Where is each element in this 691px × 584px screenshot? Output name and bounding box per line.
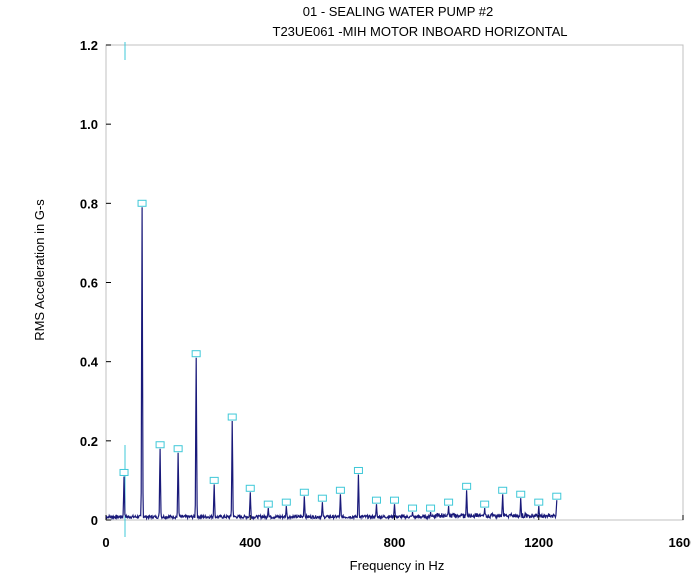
- peak-marker: [462, 482, 472, 490]
- peak-marker: [335, 486, 345, 494]
- x-tick-label: 0: [102, 535, 109, 550]
- y-tick-label: 1.2: [80, 38, 98, 53]
- peak-marker: [498, 486, 508, 494]
- peak-marker: [444, 498, 454, 506]
- peak-marker: [299, 488, 309, 496]
- peak-marker: [408, 504, 418, 512]
- peak-marker: [353, 466, 363, 474]
- peak-marker: [390, 496, 399, 504]
- peak-marker: [155, 441, 165, 449]
- x-axis-label: Frequency in Hz: [350, 558, 445, 573]
- chart-title-line2: T23UE061 -MIH MOTOR INBOARD HORIZONTAL: [273, 24, 568, 39]
- x-tick-label: 800: [384, 535, 406, 550]
- peak-marker: [534, 498, 544, 506]
- peak-marker: [281, 498, 291, 506]
- plot-area: [105, 42, 562, 537]
- y-axis-label: RMS Acceleration in G-s: [32, 199, 47, 341]
- peak-marker: [245, 484, 255, 492]
- peak-marker: [227, 413, 237, 421]
- peak-marker: [191, 350, 201, 358]
- x-axis: 0 400 800 1200 1600: [102, 515, 691, 550]
- y-tick-label: 0: [91, 513, 98, 528]
- peak-marker: [173, 445, 183, 453]
- plot-frame: [105, 44, 684, 521]
- peak-marker: [317, 494, 327, 502]
- peak-marker: [263, 500, 273, 508]
- y-axis: 0 0.2 0.4 0.6 0.8 1.0 1.2: [80, 38, 111, 528]
- peak-marker: [426, 504, 436, 512]
- peak-marker: [137, 199, 147, 207]
- x-tick-label: 1200: [524, 535, 553, 550]
- peak-marker: [516, 490, 526, 498]
- peak-marker: [119, 468, 129, 476]
- peak-marker: [209, 476, 219, 484]
- x-tick-label: 400: [239, 535, 261, 550]
- y-tick-label: 0.6: [80, 276, 98, 291]
- peak-marker: [480, 500, 490, 508]
- x-tick-label: 1600: [669, 535, 691, 550]
- peak-markers: [119, 199, 562, 512]
- y-tick-label: 1.0: [80, 117, 98, 132]
- peak-marker: [552, 492, 562, 500]
- y-tick-label: 0.8: [80, 196, 98, 211]
- peak-marker: [371, 496, 381, 504]
- chart-title-line1: 01 - SEALING WATER PUMP #2: [303, 4, 493, 19]
- y-tick-label: 0.4: [80, 355, 99, 370]
- spectrum-series-line: [105, 207, 558, 521]
- y-tick-label: 0.2: [80, 434, 98, 449]
